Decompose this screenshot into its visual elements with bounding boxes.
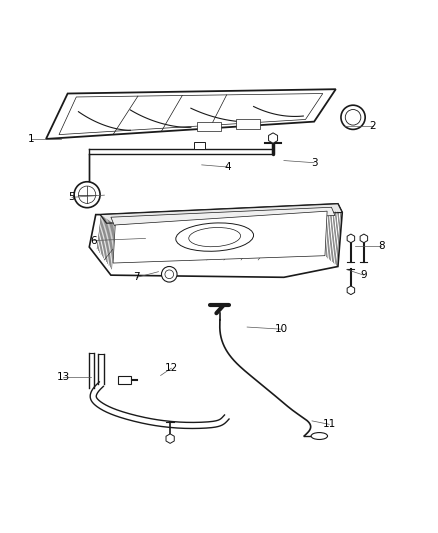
FancyBboxPatch shape xyxy=(236,119,260,129)
Polygon shape xyxy=(113,211,327,263)
Circle shape xyxy=(74,182,100,208)
Text: 11: 11 xyxy=(323,419,336,430)
Circle shape xyxy=(162,266,177,282)
Text: 10: 10 xyxy=(275,324,288,334)
Text: 7: 7 xyxy=(134,272,140,282)
Text: 12: 12 xyxy=(165,363,178,373)
Text: 6: 6 xyxy=(90,236,97,246)
Text: 5: 5 xyxy=(69,192,75,203)
Text: 3: 3 xyxy=(311,158,318,168)
Text: 4: 4 xyxy=(224,162,231,172)
Text: 9: 9 xyxy=(360,270,367,280)
Polygon shape xyxy=(100,204,342,223)
Text: 1: 1 xyxy=(28,134,34,144)
Text: 2: 2 xyxy=(369,121,376,131)
Text: 13: 13 xyxy=(57,372,70,382)
Ellipse shape xyxy=(311,433,328,440)
Polygon shape xyxy=(46,89,336,139)
Circle shape xyxy=(341,105,365,130)
Polygon shape xyxy=(111,207,335,225)
FancyBboxPatch shape xyxy=(194,142,205,149)
FancyBboxPatch shape xyxy=(198,122,221,131)
Polygon shape xyxy=(89,204,342,277)
FancyBboxPatch shape xyxy=(118,376,131,384)
Text: 8: 8 xyxy=(378,241,385,251)
Ellipse shape xyxy=(176,223,254,251)
